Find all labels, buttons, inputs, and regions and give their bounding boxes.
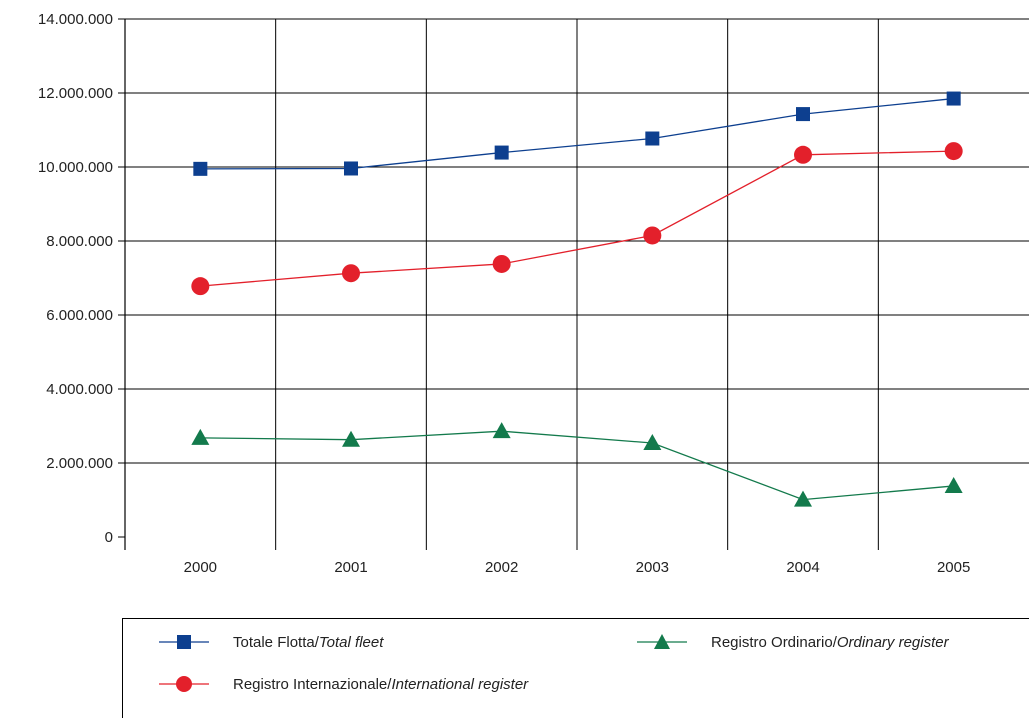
x-tick-label: 2005 xyxy=(937,559,970,576)
legend-item-total-fleet: Totale Flotta/Total fleet xyxy=(159,632,383,652)
y-tick-label: 4.000.000 xyxy=(46,381,113,398)
y-tick-label: 2.000.000 xyxy=(46,455,113,472)
y-tick-label: 8.000.000 xyxy=(46,233,113,250)
legend-marker-circle-icon xyxy=(159,676,209,692)
data-point-triangle xyxy=(342,430,360,447)
data-point-square xyxy=(796,107,810,122)
series-2 xyxy=(191,422,963,507)
legend-label: Registro Ordinario/Ordinary register xyxy=(711,633,949,651)
grid-lines xyxy=(125,18,1029,537)
axes: 0 2.000.000 4.000.000 6.000.000 8.000.000 10.… xyxy=(38,11,970,576)
y-tick-label: 10.000.000 xyxy=(38,159,113,176)
legend-label: Registro Internazionale/International re… xyxy=(233,675,529,693)
legend-item-international-register: Registro Internazionale/International re… xyxy=(159,674,528,694)
data-point-square xyxy=(946,91,961,106)
data-point-square xyxy=(645,131,660,146)
data-point-square xyxy=(494,145,509,160)
data-point-triangle xyxy=(944,476,963,493)
data-point-circle xyxy=(794,145,812,164)
data-point-triangle xyxy=(643,434,662,451)
data-point-circle xyxy=(342,264,360,283)
data-point-circle xyxy=(643,226,662,245)
y-tick-label: 0 xyxy=(105,529,113,546)
data-point-square xyxy=(193,161,208,176)
legend-marker-triangle-icon xyxy=(637,634,687,649)
x-tick-label: 2001 xyxy=(334,559,367,576)
data-point-circle xyxy=(492,254,511,273)
data-point-circle xyxy=(944,142,963,161)
legend-marker-square-icon xyxy=(159,635,209,649)
data-point-triangle xyxy=(794,490,812,507)
y-tick-label: 6.000.000 xyxy=(46,307,113,324)
x-tick-label: 2002 xyxy=(485,559,518,576)
series-1 xyxy=(191,142,963,296)
data-point-triangle xyxy=(492,422,511,439)
y-tick-label: 12.000.000 xyxy=(38,85,113,102)
legend-item-ordinary-register: Registro Ordinario/Ordinary register xyxy=(637,632,949,652)
data-point-triangle xyxy=(191,428,210,445)
legend: Totale Flotta/Total fleet Registro Ordin… xyxy=(122,618,1029,718)
series-0 xyxy=(193,91,961,176)
series-line xyxy=(200,430,954,501)
series-line xyxy=(200,97,954,170)
y-tick-label: 14.000.000 xyxy=(38,11,113,28)
data-point-circle xyxy=(191,277,210,296)
line-chart: 0 2.000.000 4.000.000 6.000.000 8.000.000 10.… xyxy=(38,11,1029,576)
series-line xyxy=(200,150,954,287)
x-tick-label: 2003 xyxy=(636,559,669,576)
x-tick-label: 2004 xyxy=(786,559,819,576)
data-point-square xyxy=(344,161,358,176)
series-layer xyxy=(191,91,963,507)
x-tick-label: 2000 xyxy=(184,559,217,576)
legend-label: Totale Flotta/Total fleet xyxy=(233,633,384,651)
